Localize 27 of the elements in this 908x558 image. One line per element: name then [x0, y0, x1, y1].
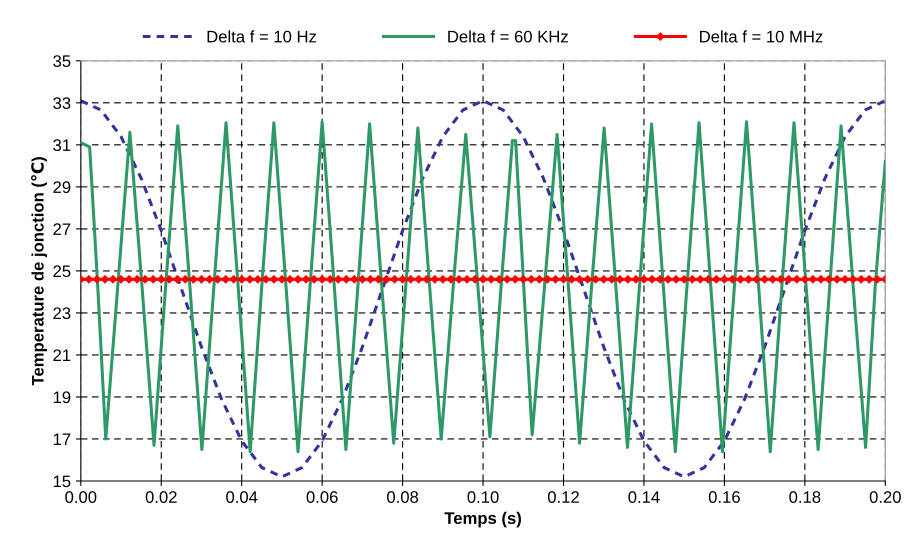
y-tick-label: 31 — [53, 139, 70, 152]
y-tick-label: 17 — [54, 434, 70, 446]
y-tick-label: 29 — [53, 181, 70, 194]
x-tick-label: 0.14 — [628, 491, 660, 503]
y-tick-label: 27 — [53, 223, 70, 235]
x-tick-label: 0.16 — [708, 491, 740, 503]
x-tick-label: 0.08 — [387, 491, 418, 503]
y-axis-title: Temperature de jonction (℃) — [31, 157, 47, 386]
x-tick-label: 0.04 — [226, 491, 258, 503]
x-tick-label: 0.02 — [146, 491, 177, 503]
x-axis-title: Temps (s) — [444, 512, 521, 528]
y-tick-label: 15 — [54, 476, 70, 488]
y-tick-label: 19 — [54, 391, 70, 404]
x-tick-label: 0.06 — [306, 491, 338, 503]
y-tick-label: 33 — [53, 97, 70, 110]
legend-label: Delta f = 10 MHz — [700, 30, 822, 43]
legend-label: Delta f = 10 Hz — [208, 30, 316, 43]
x-tick-label: 0.10 — [467, 491, 499, 503]
y-tick-label: 21 — [53, 349, 70, 361]
legend-label: Delta f = 60 KHz — [448, 30, 568, 43]
y-tick-label: 35 — [53, 55, 70, 68]
x-tick-label: 0.20 — [870, 491, 901, 503]
x-tick-label: 0.18 — [789, 491, 820, 503]
x-tick-label: 0.12 — [548, 491, 579, 503]
y-tick-label: 23 — [53, 307, 70, 320]
x-tick-label: 0.00 — [65, 491, 96, 503]
y-tick-label: 25 — [53, 265, 70, 278]
